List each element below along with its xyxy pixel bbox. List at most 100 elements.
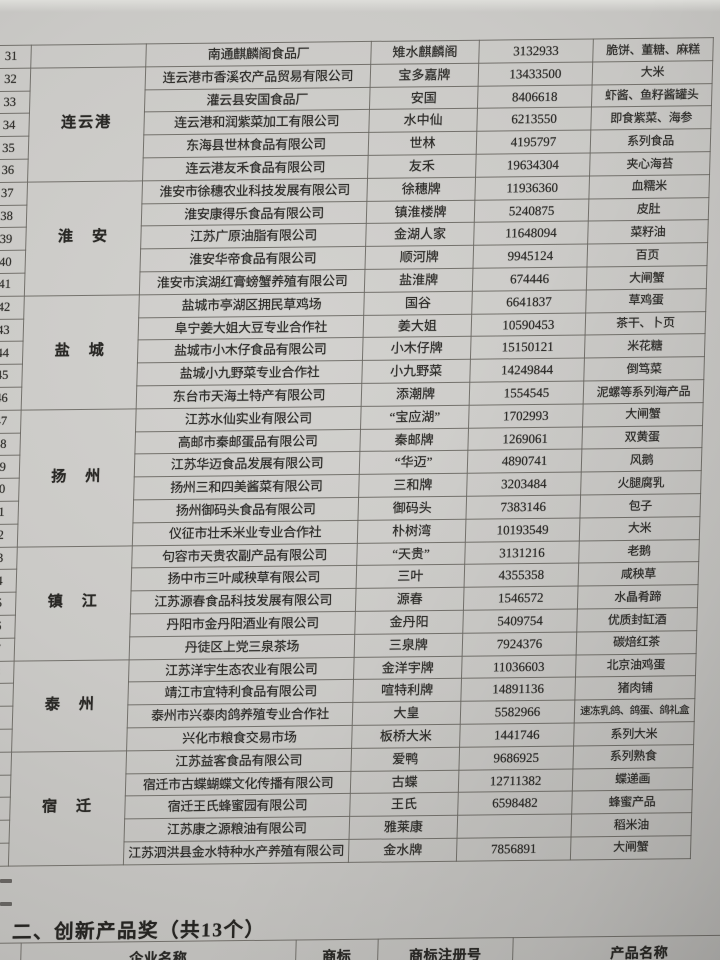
city-cell: 泰 州 — [11, 659, 130, 752]
company-cell: 江苏洋宇生态农业有限公司 — [128, 656, 355, 683]
reg-number-cell: 1546572 — [463, 586, 579, 611]
reg-number-cell: 1441746 — [459, 722, 575, 747]
brand-cell: 世林 — [368, 131, 477, 156]
product-cell: 水晶肴蹄 — [577, 584, 699, 609]
product-cell: 风鹅 — [581, 448, 702, 473]
reg-number-cell: 4355358 — [464, 563, 579, 588]
page-edge-mark — [0, 879, 12, 883]
product-cell: 速冻乳鸽、鸽蛋、鸽礼盒 — [574, 698, 695, 723]
company-cell: 淮安市徐穗农业科技发展有限公司 — [141, 178, 368, 204]
reg-number-cell: 14249844 — [469, 358, 585, 383]
row-number-cell: 36 — [0, 159, 29, 183]
row-number-cell: 49 — [0, 455, 20, 479]
product-cell: 猪肉铺 — [574, 675, 696, 701]
product-cell: 大米 — [592, 60, 713, 85]
brand-cell: 金洋宇牌 — [353, 655, 463, 680]
brand-cell: 三和牌 — [358, 473, 468, 498]
reg-number-cell: 5582966 — [460, 700, 575, 725]
reg-number-cell: 6641837 — [471, 289, 587, 314]
reg-number-cell: 11936360 — [474, 175, 590, 200]
row-number-cell: 63 — [0, 774, 11, 798]
row-number-cell: 48 — [0, 432, 21, 456]
row-number-cell: 59 — [0, 683, 14, 707]
company-cell: 盐城市小木仔食品有限公司 — [137, 337, 364, 364]
company-cell: 连云港友禾食品有限公司 — [142, 155, 369, 181]
company-cell: 泰州市兴泰肉鸽养殖专业合作社 — [127, 702, 353, 728]
reg-number-cell: 3131216 — [464, 540, 580, 565]
reg-number-cell: 11036603 — [461, 654, 577, 679]
row-number-cell: 43 — [0, 318, 24, 342]
company-cell: 南通麒麟阁食品厂 — [145, 41, 372, 67]
row-number-cell: 55 — [0, 592, 17, 616]
product-cell: 大闸蟹 — [582, 402, 704, 427]
product-cell: 老鹅 — [578, 539, 700, 564]
brand-cell: 金湖人家 — [365, 222, 475, 247]
brand-cell: “宝应湖” — [360, 404, 470, 429]
product-cell: 草鸡蛋 — [585, 288, 707, 313]
row-number-cell: 66 — [0, 843, 10, 867]
brand-cell: 镇淮楼牌 — [366, 199, 475, 224]
company-cell: 连云港和润紫菜加工有限公司 — [143, 109, 370, 136]
company-cell: 江苏水仙实业有限公司 — [135, 406, 362, 432]
product-cell: 蝶递画 — [572, 767, 693, 792]
row-number-cell: 50 — [0, 478, 20, 502]
product-cell: 茶干、卜页 — [585, 311, 706, 336]
product-cell: 大米 — [579, 516, 700, 541]
city-cell: 淮 安 — [24, 180, 143, 296]
company-cell: 宿迁王氏蜂蜜园有限公司 — [124, 793, 351, 819]
brand-cell: 金水牌 — [348, 838, 458, 863]
company-cell: 江苏广原油脂有限公司 — [140, 223, 367, 250]
reg-number-cell: 5409754 — [462, 608, 578, 633]
city-cell: 连云港 — [27, 66, 146, 182]
brand-cell: “华迈” — [359, 450, 468, 475]
company-cell: 江苏华迈食品发展有限公司 — [134, 451, 360, 478]
brand-cell: 安国 — [369, 85, 479, 110]
reg-number-cell: 13433500 — [478, 61, 593, 86]
row-number-cell: 31 — [0, 45, 32, 69]
company-header: 企业名称 — [19, 939, 297, 960]
brand-cell: 古蝶 — [350, 769, 459, 794]
row-number-cell: 57 — [0, 637, 15, 662]
brand-cell: 小木仔牌 — [362, 336, 472, 361]
company-cell: 淮安华帝食品有限公司 — [139, 246, 366, 272]
row-number-cell: 54 — [0, 569, 17, 593]
product-cell: 蜂蜜产品 — [571, 789, 693, 815]
row-number-cell: 62 — [0, 751, 12, 776]
row-number-cell: 65 — [0, 820, 10, 844]
company-cell: 东台市天海土特产有限公司 — [136, 383, 362, 409]
company-cell: 江苏泗洪县金水特种水产养殖有限公司 — [123, 839, 350, 865]
row-number-cell: 61 — [0, 729, 13, 753]
product-cell: 系列食品 — [590, 128, 711, 153]
company-cell: 扬州三和四美酱菜有限公司 — [133, 474, 360, 500]
company-cell: 淮安康得乐食品有限公司 — [141, 201, 367, 227]
brand-cell: 国谷 — [363, 291, 473, 315]
company-cell: 高邮市秦邮蛋品有限公司 — [134, 428, 361, 455]
row-number-cell: 60 — [0, 706, 13, 730]
row-number-header — [0, 942, 22, 960]
city-cell: 扬 州 — [17, 408, 137, 547]
reg-number-cell: 15150121 — [470, 335, 586, 360]
brand-cell: 爱鸭 — [350, 746, 460, 771]
row-number-cell: 41 — [0, 273, 25, 297]
reg-number-cell: 19634304 — [475, 152, 591, 178]
row-number-cell: 44 — [0, 341, 24, 365]
product-cell: 包子 — [579, 493, 701, 518]
product-cell: 系列熟食 — [572, 744, 694, 769]
reg-number-cell: 4890741 — [467, 449, 582, 474]
company-cell: 句容市天贵农副产品有限公司 — [131, 542, 358, 569]
company-cell: 淮安市滨湖红膏螃蟹养殖有限公司 — [139, 269, 365, 295]
product-header: 产品名称 — [511, 934, 720, 960]
company-cell: 江苏益客食品有限公司 — [125, 748, 352, 774]
brand-cell: 板桥大米 — [351, 724, 461, 749]
product-cell: 菜籽油 — [587, 220, 709, 245]
city-cell — [30, 43, 147, 68]
reg-number-cell: 3203484 — [466, 472, 582, 497]
reg-number-cell: 9686925 — [458, 745, 574, 770]
reg-number-cell: 9945124 — [472, 244, 588, 269]
brand-cell: 秦邮牌 — [359, 427, 469, 452]
company-cell: 连云港市香溪农产品贸易有限公司 — [145, 64, 371, 90]
company-cell: 丹阳市金丹阳酒业有限公司 — [129, 611, 356, 637]
row-number-cell: 37 — [0, 181, 28, 206]
award-winners-table: 31 南通麒麟阁食品厂 雉水麒麟阁 3132933 脆饼、董糖、麻糕 32 连云港 连云港市香… — [0, 37, 714, 867]
